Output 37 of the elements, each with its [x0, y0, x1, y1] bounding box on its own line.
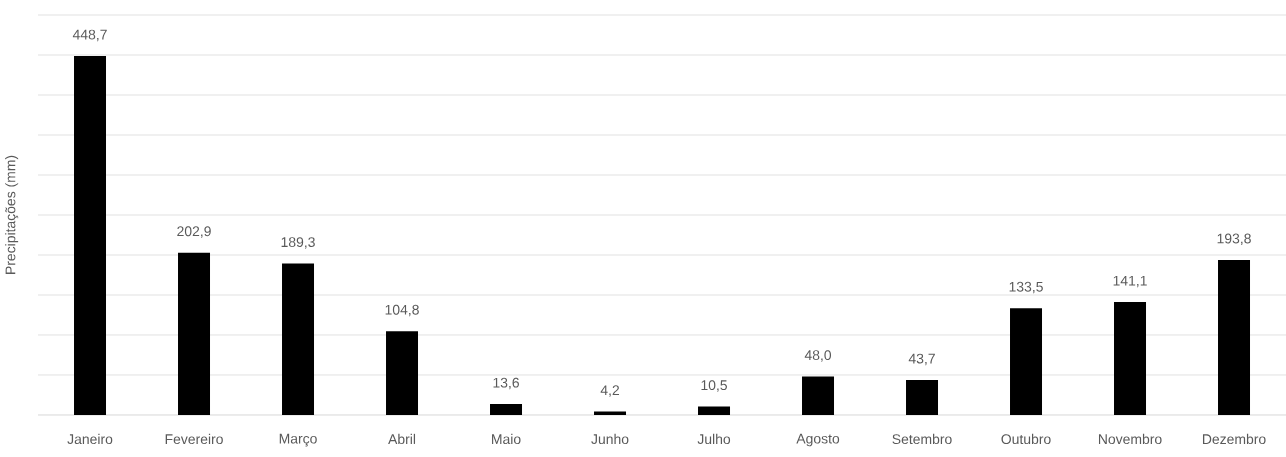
data-label: 189,3 — [281, 237, 315, 249]
bar — [282, 263, 315, 415]
bar — [490, 404, 523, 415]
bar — [594, 411, 627, 415]
x-tick-label: Setembro — [892, 433, 952, 445]
data-label: 133,5 — [1009, 281, 1043, 294]
x-tick-label: Dezembro — [1202, 433, 1266, 445]
x-tick-label: Janeiro — [67, 433, 113, 445]
x-tick-label: Maio — [492, 433, 521, 445]
bar — [1218, 259, 1251, 415]
x-tick-label: Outubro — [1001, 433, 1051, 445]
data-label: 43,7 — [908, 353, 935, 366]
data-label: 193,8 — [1217, 233, 1251, 246]
x-tick-label: Novembro — [1098, 433, 1162, 445]
data-label: 448,7 — [72, 29, 107, 42]
data-label: 10,5 — [701, 380, 727, 392]
x-tick-label: Abril — [388, 433, 416, 445]
bar — [386, 331, 419, 415]
data-label: 202,9 — [177, 226, 211, 238]
x-tick-label: Julho — [697, 433, 731, 445]
data-label: 104,8 — [385, 304, 419, 317]
data-label: 4,2 — [600, 385, 620, 397]
data-label: 48,0 — [804, 350, 832, 362]
x-tick-label: Fevereiro — [165, 433, 223, 445]
x-tick-label: Agosto — [796, 433, 840, 447]
bar — [1114, 302, 1147, 415]
data-label: 13,6 — [493, 377, 519, 390]
bar — [698, 406, 731, 415]
bar — [178, 252, 211, 415]
bar — [802, 376, 835, 415]
y-axis-title: Precipitações (mm) — [5, 155, 19, 274]
bar — [1010, 308, 1043, 415]
x-tick-label: Março — [279, 433, 317, 447]
data-label: 141,1 — [1113, 275, 1147, 288]
bar — [74, 56, 107, 415]
bar — [906, 380, 939, 415]
x-tick-label: Junho — [591, 433, 629, 445]
